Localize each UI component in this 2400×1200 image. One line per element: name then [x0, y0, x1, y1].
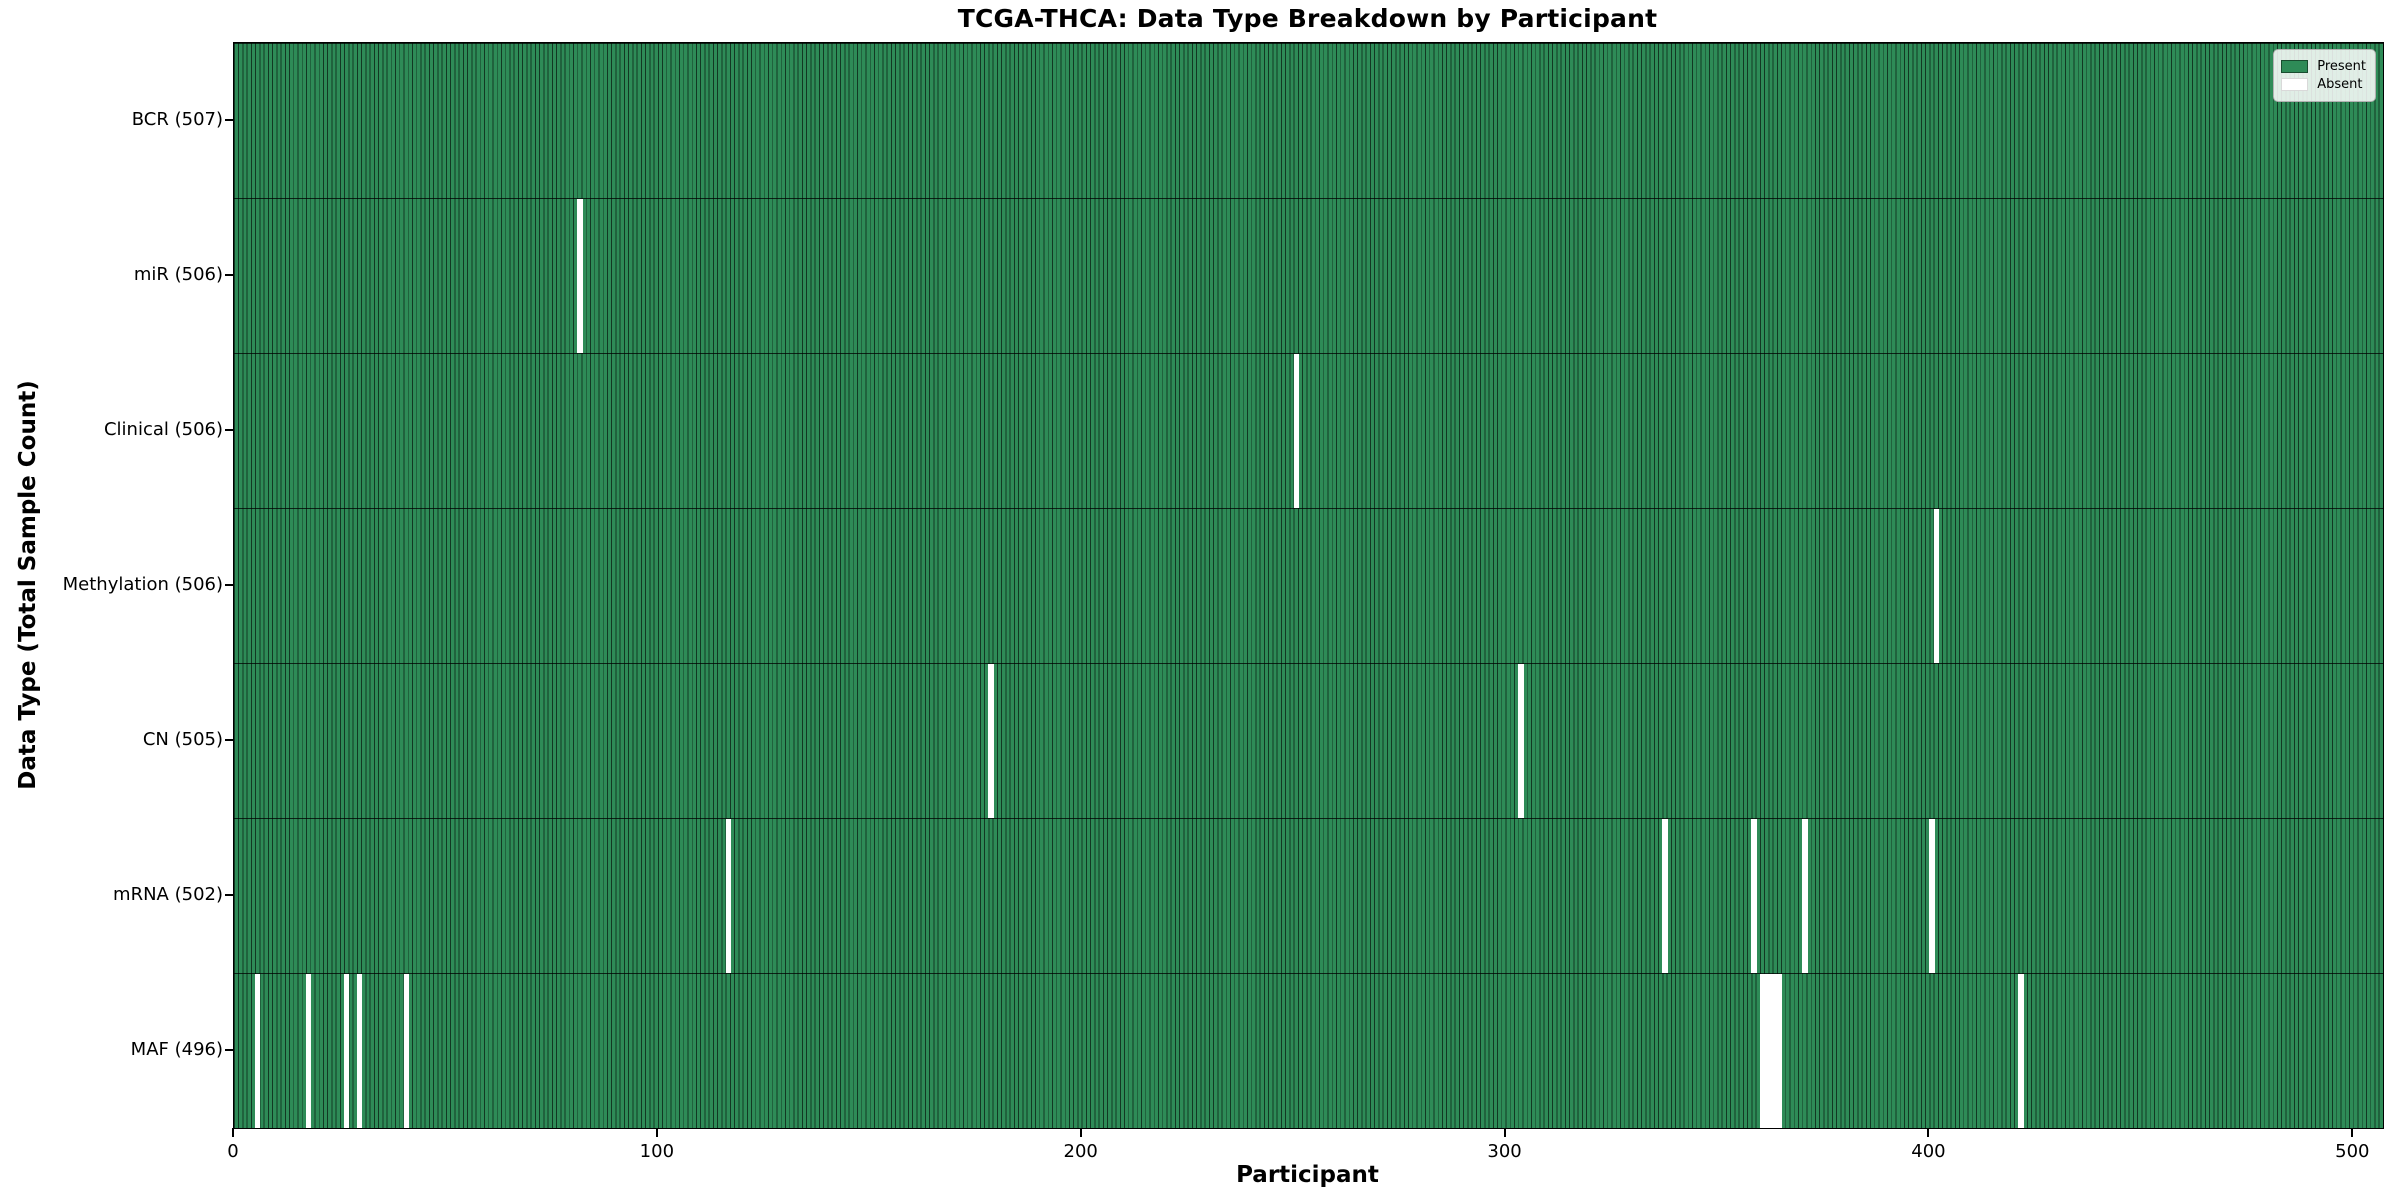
legend: Present Absent [2273, 49, 2376, 102]
absent-gap [1518, 664, 1524, 818]
y-axis: BCR (507) miR (506) Clinical (506) Methylat… [0, 42, 233, 1127]
absent-gap [1662, 819, 1668, 973]
y-tick-label-methylation: Methylation (506) [62, 573, 223, 595]
absent-gap [725, 819, 731, 973]
x-tick-mark [2351, 1128, 2354, 1137]
y-tick-label-mrna: mRNA (502) [113, 883, 223, 905]
y-tick-mark [225, 893, 233, 896]
legend-label-absent: Absent [2317, 77, 2363, 92]
x-tick-label-0: 0 [227, 1141, 239, 1162]
chart-title: TCGA-THCA: Data Type Breakdown by Partic… [957, 4, 1658, 33]
y-tick-label-cn: CN (505) [142, 728, 223, 750]
y-tick-mark [225, 273, 233, 276]
x-tick-mark [1079, 1128, 1082, 1137]
data-row-mir [234, 198, 2383, 353]
absent-swatch-icon [2281, 78, 2309, 91]
absent-gap [1759, 974, 1766, 1128]
presence-matrix [234, 43, 2383, 1128]
absent-gap [1929, 819, 1935, 973]
data-row-maf [234, 973, 2383, 1128]
absent-gap [403, 974, 409, 1128]
absent-gap [1802, 819, 1808, 973]
legend-label-present: Present [2317, 59, 2366, 74]
legend-entry-absent: Absent [2281, 77, 2366, 92]
present-swatch-icon [2281, 60, 2309, 73]
data-row-mrna [234, 818, 2383, 973]
absent-gap [255, 974, 261, 1128]
x-tick-mark [655, 1128, 658, 1137]
y-tick-mark [225, 738, 233, 741]
absent-gap [1751, 819, 1757, 973]
absent-gap [988, 664, 994, 818]
data-row-cn [234, 663, 2383, 818]
y-tick-label-maf: MAF (496) [130, 1038, 223, 1060]
absent-gap [1293, 354, 1299, 508]
data-row-clinical [234, 353, 2383, 508]
absent-gap [356, 974, 363, 1128]
plot-area: Present Absent [233, 42, 2384, 1129]
x-tick-mark [232, 1128, 234, 1137]
x-tick-mark [1503, 1128, 1506, 1137]
absent-gap [1768, 974, 1774, 1128]
x-axis: 0 100 200 300 400 500 [227, 1128, 2382, 1168]
x-axis-label: Participant [1236, 1162, 1379, 1188]
absent-gap [344, 974, 350, 1128]
legend-entry-present: Present [2281, 59, 2366, 74]
y-tick-mark [225, 118, 233, 121]
absent-gap [306, 974, 312, 1128]
y-tick-mark [225, 583, 233, 586]
x-tick-label-300: 300 [1487, 1141, 1522, 1162]
absent-gap [2018, 974, 2024, 1128]
absent-gap [1764, 974, 1770, 1128]
y-tick-label-clinical: Clinical (506) [103, 418, 223, 440]
absent-gap [577, 199, 583, 353]
x-tick-label-200: 200 [1063, 1141, 1098, 1162]
y-tick-label-bcr: BCR (507) [131, 108, 223, 130]
x-tick-mark [1927, 1128, 1930, 1137]
absent-gap [1776, 974, 1783, 1128]
x-tick-label-100: 100 [639, 1141, 675, 1162]
data-row-methylation [234, 508, 2383, 663]
absent-gap [1933, 509, 1939, 663]
x-tick-label-500: 500 [2335, 1141, 2370, 1162]
data-row-bcr [234, 43, 2383, 198]
y-tick-mark [225, 1048, 233, 1051]
x-tick-label-400: 400 [1911, 1141, 1946, 1162]
y-tick-mark [225, 428, 233, 431]
absent-gap [1772, 974, 1778, 1128]
y-tick-label-mir: miR (506) [133, 263, 223, 285]
